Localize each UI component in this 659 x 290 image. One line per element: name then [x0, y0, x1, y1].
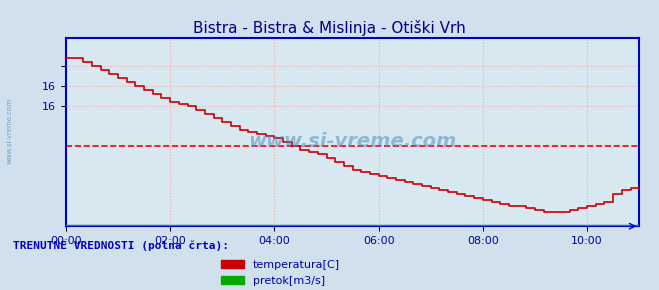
Legend: temperatura[C], pretok[m3/s]: temperatura[C], pretok[m3/s]	[217, 256, 344, 290]
Text: Bistra - Bistra & Mislinja - Otiški Vrh: Bistra - Bistra & Mislinja - Otiški Vrh	[193, 20, 466, 36]
Text: www.si-vreme.com: www.si-vreme.com	[248, 132, 457, 151]
Text: TRENUTNE VREDNOSTI (polna črta):: TRENUTNE VREDNOSTI (polna črta):	[13, 241, 229, 251]
Text: www.si-vreme.com: www.si-vreme.com	[7, 97, 13, 164]
